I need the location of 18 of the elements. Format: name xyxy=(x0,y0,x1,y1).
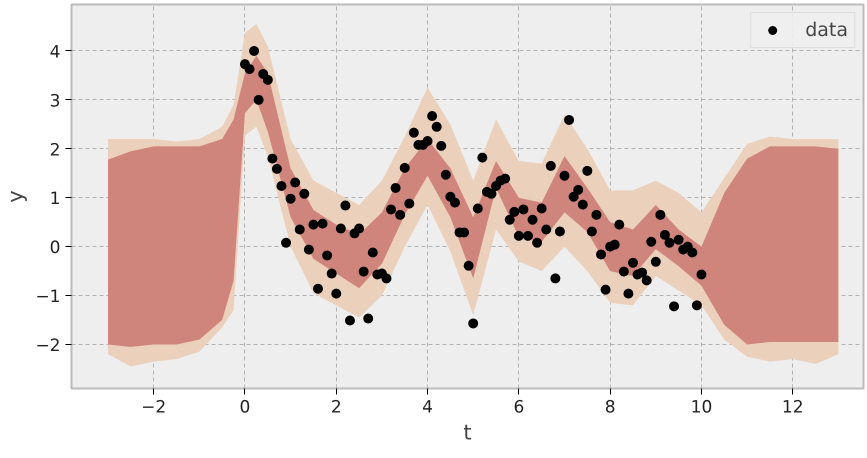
x-tick-label: 12 xyxy=(782,398,804,418)
x-tick-label: 10 xyxy=(690,398,712,418)
x-tick-label: 0 xyxy=(240,398,250,418)
x-tick-label: 6 xyxy=(513,398,524,418)
x-tick-label: 2 xyxy=(330,398,342,418)
y-tick-label: −2 xyxy=(35,336,60,356)
y-axis-title: y xyxy=(3,190,28,203)
x-tick-label: 8 xyxy=(604,398,616,418)
y-tick-label: 3 xyxy=(50,91,61,112)
y-tick-label: 1 xyxy=(50,189,61,210)
y-tick-label: 4 xyxy=(50,42,61,62)
y-tick-label: −1 xyxy=(35,287,60,308)
y-tick-label: 2 xyxy=(50,140,61,160)
x-axis-title: t xyxy=(463,420,472,444)
legend-label: data xyxy=(805,19,848,41)
x-tick-label: −2 xyxy=(141,398,166,418)
y-tick-label: 0 xyxy=(50,238,61,258)
x-tick-label: 4 xyxy=(422,398,433,418)
